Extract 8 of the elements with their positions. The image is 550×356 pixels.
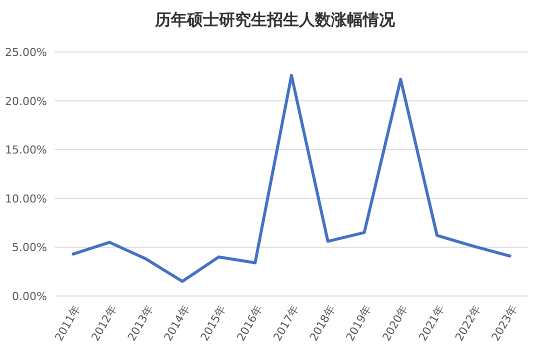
line-series xyxy=(72,74,512,283)
y-tick-label: 25.00% xyxy=(5,46,47,59)
y-tick-label: 10.00% xyxy=(5,192,47,206)
chart-title: 历年硕士研究生招生人数涨幅情况 xyxy=(154,11,396,29)
y-tick-label: 15.00% xyxy=(5,144,47,157)
y-tick-label: 5.00% xyxy=(12,241,47,254)
y-tick-label: 0.00% xyxy=(12,290,47,303)
y-tick-label: 20.00% xyxy=(5,94,47,108)
